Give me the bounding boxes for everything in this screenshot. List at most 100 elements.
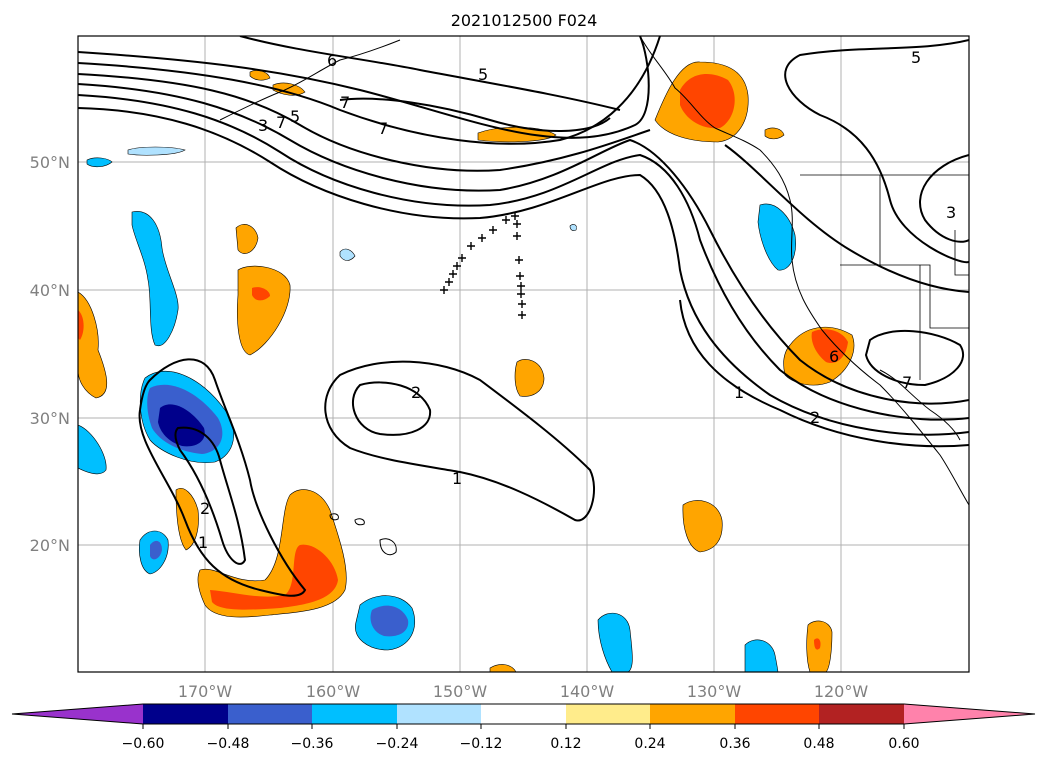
plus-markers — [440, 212, 526, 319]
map-title: 2021012500 F024 — [451, 11, 598, 30]
neg-area-50n — [86, 157, 113, 168]
neg-area-50n-strip — [127, 146, 186, 156]
pos-area-40n-core — [252, 287, 270, 301]
pos-area-socal-core — [811, 329, 848, 364]
contour-lines — [78, 36, 969, 597]
political-boundaries — [800, 174, 969, 380]
neg-area-small — [339, 248, 356, 261]
negative-shading — [78, 146, 796, 672]
lat-label: 30°N — [30, 409, 70, 428]
border-state — [954, 230, 969, 276]
contour-label: 2 — [200, 499, 210, 518]
lon-label: 150°W — [433, 682, 488, 701]
contour-label: 5 — [290, 107, 300, 126]
contour-label: 1 — [734, 383, 744, 402]
pos-area-west-edge-core — [78, 310, 84, 340]
longitude-labels: 170°W 160°W 150°W 140°W 130°W 120°W — [178, 682, 869, 701]
neg-area-dot — [569, 224, 577, 231]
colorbar-tick-label: 0.24 — [634, 736, 665, 752]
colorbar-tick-label: −0.60 — [122, 736, 165, 752]
plus-marker — [518, 311, 526, 319]
contour-line — [78, 36, 661, 145]
coastline — [879, 369, 961, 441]
lat-label: 40°N — [30, 281, 70, 300]
pos-area-west-edge — [78, 291, 108, 399]
contour-line — [239, 36, 621, 111]
colorbar-cell — [566, 704, 650, 724]
plus-marker — [445, 278, 453, 286]
contour-line — [138, 358, 307, 597]
plus-marker — [511, 212, 519, 220]
positive-shading — [78, 61, 855, 672]
colorbar-cell — [397, 704, 481, 724]
contour-label: 3 — [946, 203, 956, 222]
map-content: 6 5 5 7 7 3 7 5 3 2 1 1 2 6 7 2 1 — [78, 36, 969, 672]
contour-label: 2 — [810, 408, 820, 427]
colorbar-cell — [904, 704, 1035, 724]
contour-label: 7 — [340, 93, 350, 112]
lat-label: 50°N — [30, 153, 70, 172]
plus-marker — [516, 272, 524, 280]
contour-line — [339, 97, 611, 132]
colorbar: −0.60 −0.48 −0.36 −0.24 −0.12 0.12 0.24 … — [11, 703, 1036, 752]
plus-marker — [515, 256, 523, 264]
plus-marker — [449, 270, 457, 278]
contour-line — [679, 299, 969, 448]
colorbar-tick-label: −0.12 — [460, 736, 503, 752]
coastlines — [219, 36, 969, 556]
hawaii-island — [354, 518, 365, 526]
neg-area-20n-core — [150, 540, 162, 560]
colorbar-tick-label: 0.12 — [550, 736, 581, 752]
plus-marker — [467, 242, 475, 250]
colorbar-tick-label: −0.24 — [376, 736, 419, 752]
colorbar-cell — [481, 704, 566, 724]
contour-line — [324, 360, 595, 522]
plus-marker — [453, 262, 461, 270]
colorbar-cell — [12, 704, 143, 724]
colorbar-cell — [228, 704, 312, 724]
colorbar-cell — [312, 704, 397, 724]
lon-label: 160°W — [306, 682, 361, 701]
contour-label: 7 — [378, 119, 388, 138]
plus-marker — [478, 234, 486, 242]
border-state — [840, 264, 969, 329]
contour-label: 7 — [902, 373, 912, 392]
plus-marker — [440, 286, 448, 294]
plus-marker — [518, 300, 526, 308]
hawaii-island — [379, 538, 397, 556]
coastline — [639, 36, 969, 506]
pos-area-gulf-alaska-core — [680, 74, 735, 129]
contour-line — [78, 36, 650, 139]
colorbar-cell — [143, 704, 228, 724]
colorbar-tick-label: 0.36 — [719, 736, 750, 752]
neg-area-south-1 — [597, 612, 633, 672]
plus-marker — [513, 232, 521, 240]
colorbar-tick-label: 0.48 — [803, 736, 834, 752]
contour-line — [174, 426, 247, 565]
contour-line — [78, 94, 969, 421]
map-frame — [77, 35, 970, 673]
colorbar-cell — [819, 704, 904, 724]
contour-label: 3 — [258, 116, 268, 135]
colorbar-cell — [650, 704, 735, 724]
pos-area-bc-coast — [764, 127, 785, 140]
lat-label: 20°N — [30, 536, 70, 555]
contour-label: 5 — [478, 65, 488, 84]
contour-labels: 6 5 5 7 7 3 7 5 3 2 1 1 2 6 7 2 1 — [198, 48, 956, 552]
plus-marker — [458, 254, 466, 262]
colorbar-tick-label: 0.60 — [888, 736, 919, 752]
hawaii-island — [329, 513, 339, 521]
neg-area-west-edge — [78, 424, 107, 475]
pos-area-hawaii-north — [175, 488, 199, 551]
colorbar-tick-label: −0.48 — [207, 736, 250, 752]
contour-label: 2 — [411, 383, 421, 402]
plus-marker — [489, 226, 497, 234]
contour-line — [724, 144, 969, 293]
lon-label: 170°W — [178, 682, 233, 701]
contour-line — [351, 381, 432, 436]
neg-area-subtropical-core — [158, 404, 205, 447]
neg-area-15n-core — [370, 605, 409, 637]
lon-label: 140°W — [560, 682, 615, 701]
contour-label: 6 — [829, 347, 839, 366]
pos-area-42n-small — [235, 224, 259, 254]
